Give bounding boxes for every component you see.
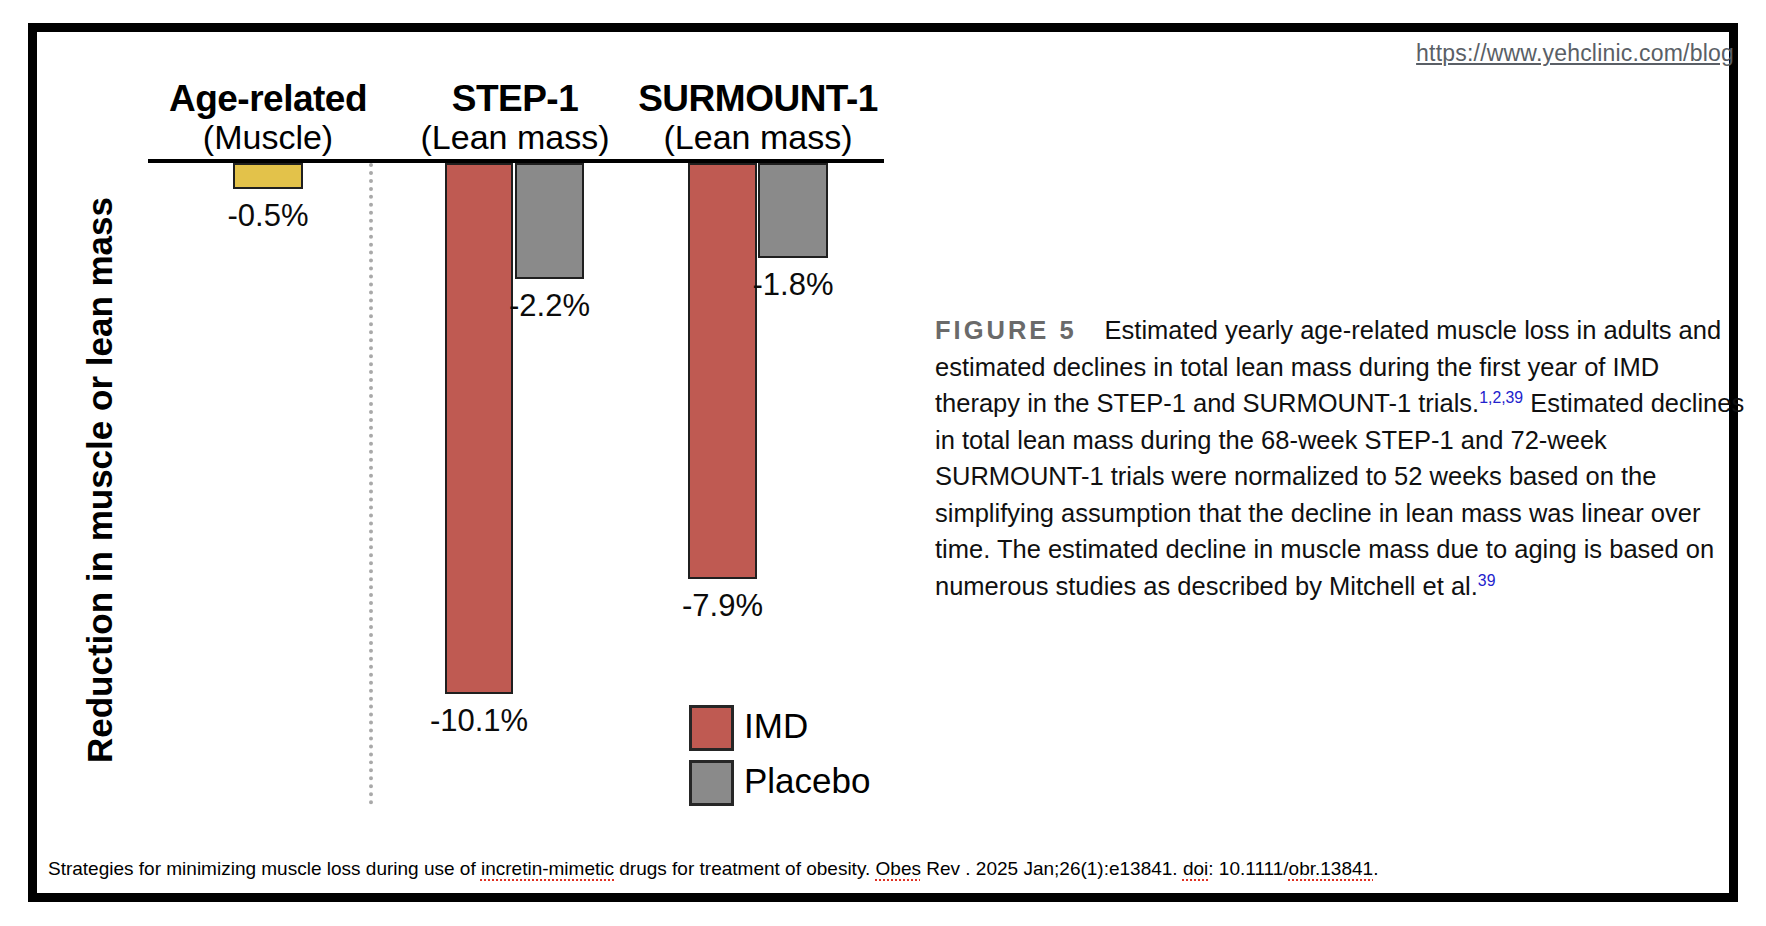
caption-reference-sup-2: 39 [1478, 571, 1496, 588]
bar-value-label: -10.1% [430, 703, 528, 739]
citation-text: drugs for treatment of obesity. [614, 858, 876, 879]
citation-text: . [1373, 858, 1378, 879]
legend-label: IMD [744, 706, 808, 746]
caption-reference-sup-1: 1,2,39 [1479, 389, 1523, 406]
citation-text: Strategies for minimizing muscle loss du… [48, 858, 481, 879]
figure-number-label: FIGURE 5 [935, 316, 1077, 344]
bar-imd [688, 163, 757, 579]
column-subtitle: (Muscle) [203, 118, 333, 157]
column-subtitle: (Lean mass) [664, 118, 853, 157]
legend-swatch-imd [689, 705, 734, 751]
citation-spellcheck-word: obr.13841 [1289, 858, 1374, 879]
citation-spellcheck-word: doi [1183, 858, 1208, 879]
citation-spellcheck-word: Obes [876, 858, 921, 879]
column-title: SURMOUNT-1 [638, 78, 878, 120]
bar-value-label: -7.9% [682, 588, 763, 624]
caption-text-2: Estimated declines in total lean mass du… [935, 389, 1744, 600]
bar-value-label: -2.2% [509, 288, 590, 324]
bar-imd [445, 163, 513, 694]
bar-age-related-muscle-loss [233, 163, 303, 189]
citation-text: Rev . 2025 Jan;26(1):e13841. [921, 858, 1183, 879]
figure-caption: FIGURE 5Estimated yearly age-related mus… [935, 312, 1747, 604]
bar-placebo [758, 163, 828, 258]
column-title: STEP-1 [452, 78, 579, 120]
column-title: Age-related [169, 78, 367, 120]
bar-placebo [515, 163, 584, 279]
y-axis-label: Reduction in muscle or lean mass [80, 197, 120, 763]
bar-value-label: -1.8% [753, 267, 834, 303]
article-citation: Strategies for minimizing muscle loss du… [48, 858, 1378, 880]
legend-label: Placebo [744, 761, 870, 801]
citation-spellcheck-word: incretin-mimetic [481, 858, 614, 879]
dotted-divider-line [369, 163, 373, 805]
legend-swatch-placebo [689, 760, 734, 806]
column-subtitle: (Lean mass) [421, 118, 610, 157]
citation-text: : 10.1111/ [1208, 858, 1288, 879]
bar-value-label: -0.5% [228, 198, 309, 234]
